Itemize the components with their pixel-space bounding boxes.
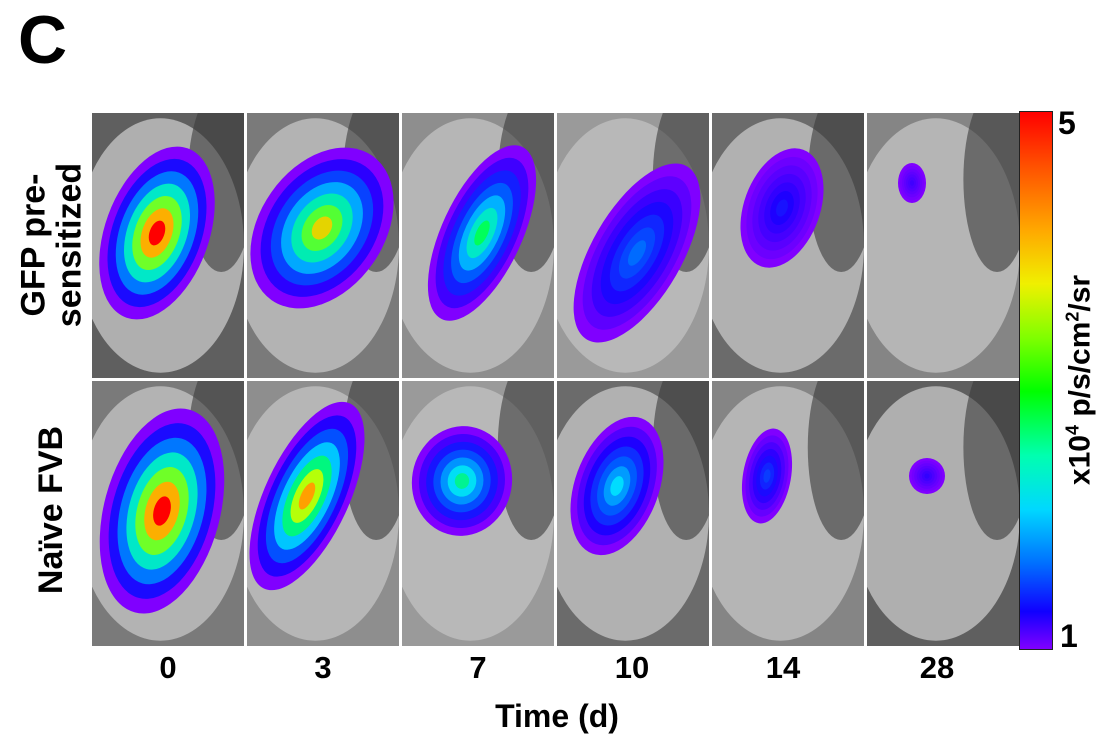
colorbar <box>1019 111 1053 650</box>
image-tile <box>92 381 244 646</box>
x-tick-label: 3 <box>314 650 332 685</box>
luminescence-image <box>247 381 399 646</box>
image-tile <box>247 113 399 378</box>
luminescence-image <box>867 113 1020 378</box>
luminescence-image <box>402 113 554 378</box>
row-label-line1: GFP pre- <box>14 173 53 317</box>
unit-exponent-2: 2 <box>1062 311 1083 322</box>
luminescence-image <box>867 381 1020 646</box>
x-tick-label: 0 <box>159 650 177 685</box>
image-grid <box>92 113 1020 646</box>
image-tile <box>402 113 554 378</box>
image-tile <box>402 381 554 646</box>
image-tile <box>557 381 709 646</box>
luminescence-image <box>712 113 864 378</box>
x-axis-title: Time (d) <box>495 698 619 734</box>
luminescence-image <box>247 113 399 378</box>
x-tick-label: 10 <box>614 650 650 685</box>
image-tile <box>247 381 399 646</box>
luminescence-image <box>92 381 244 646</box>
luminescence-image <box>92 113 244 378</box>
colorbar-unit-label: x104 p/s/cm2/sr <box>1063 275 1096 485</box>
row-label-naive-fvb: Naïve FVB <box>32 425 71 595</box>
x-tick-label: 7 <box>469 650 487 685</box>
image-tile <box>557 113 709 378</box>
colorbar-min-label: 1 <box>1060 618 1078 654</box>
row-label-gfp-presensitized: GFP pre- sensitized <box>14 162 88 328</box>
image-tile <box>867 381 1020 646</box>
unit-exponent: 4 <box>1062 425 1083 436</box>
image-tile <box>867 113 1020 378</box>
panel-letter: C <box>18 2 68 78</box>
row-label-line1: Naïve FVB <box>32 425 71 595</box>
luminescence-image <box>712 381 864 646</box>
colorbar-max-label: 5 <box>1058 105 1076 141</box>
image-tile <box>92 113 244 378</box>
luminescence-image <box>557 381 709 646</box>
image-tile <box>712 381 864 646</box>
unit-suffix: /sr <box>1063 274 1096 312</box>
unit-mid: p/s/cm <box>1063 321 1096 426</box>
x-tick-label: 28 <box>919 650 955 685</box>
unit-prefix: x10 <box>1063 435 1096 486</box>
x-tick-label: 14 <box>765 650 801 685</box>
luminescence-image <box>557 113 709 378</box>
image-tile <box>712 113 864 378</box>
luminescence-image <box>402 381 554 646</box>
row-label-line2: sensitized <box>50 162 88 328</box>
